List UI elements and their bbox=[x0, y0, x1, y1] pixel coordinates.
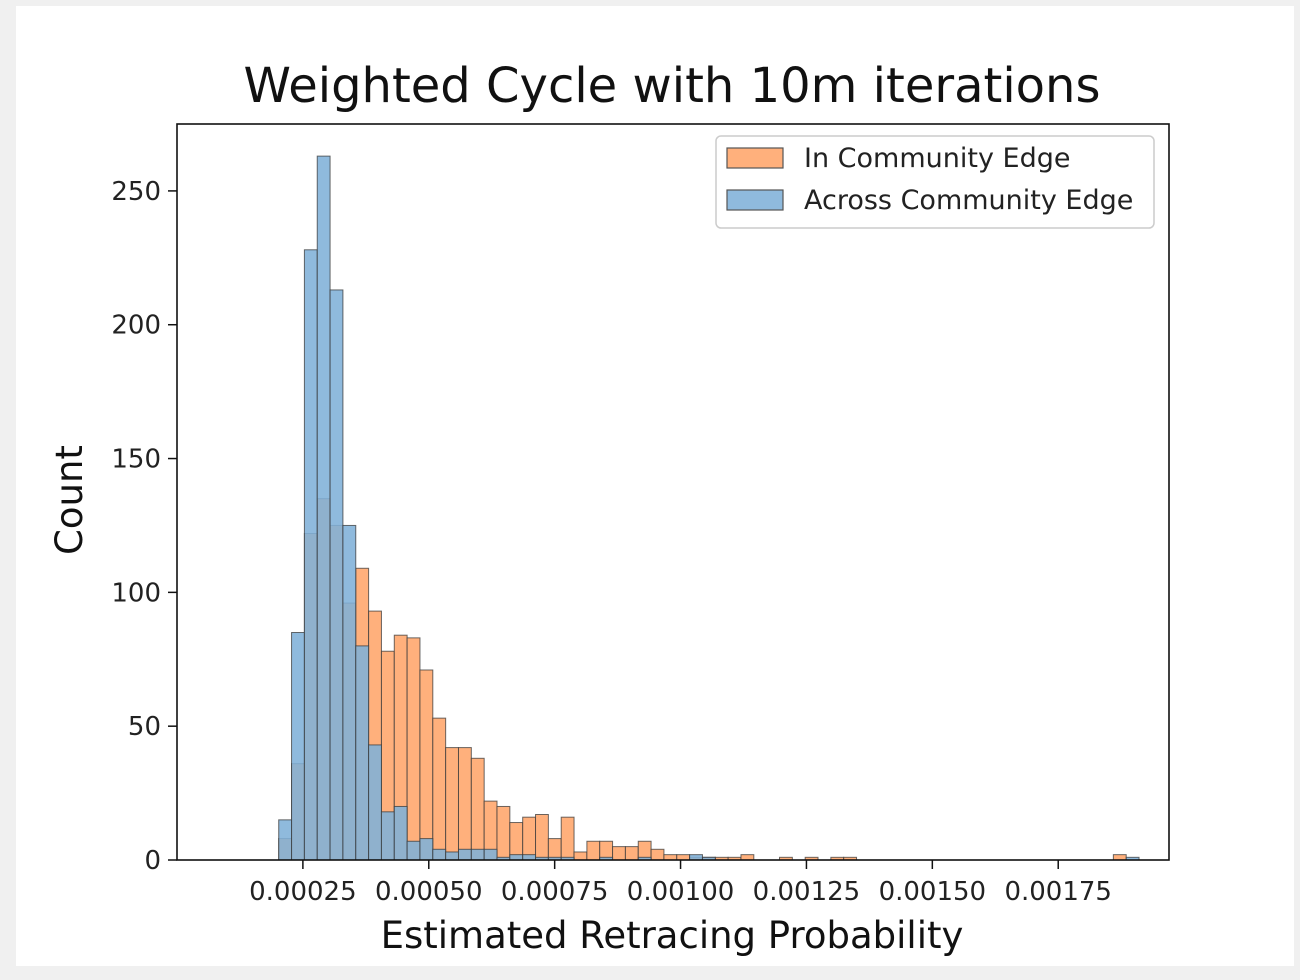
y-tick-label-2: 100 bbox=[111, 578, 161, 608]
bar-in-community-36 bbox=[740, 854, 755, 861]
bar-across-community-19 bbox=[522, 854, 537, 861]
bar-across-community-16 bbox=[483, 848, 498, 861]
bar-across-community-15 bbox=[470, 848, 485, 861]
bar-across-community-1 bbox=[291, 632, 305, 861]
bar-in-community-12 bbox=[432, 717, 447, 861]
bar-across-community-6 bbox=[355, 645, 370, 861]
x-tick-label-4: 0.00125 bbox=[753, 877, 861, 907]
bar-across-community-10 bbox=[406, 840, 421, 861]
y-tick-label-4: 200 bbox=[111, 311, 161, 341]
bar-in-community-24 bbox=[586, 840, 601, 861]
bar-in-community-31 bbox=[676, 854, 691, 861]
bar-in-community-26 bbox=[612, 846, 626, 861]
bar-in-community-21 bbox=[547, 838, 562, 861]
x-axis-label: Estimated Retracing Probability bbox=[381, 914, 964, 957]
bar-in-community-20 bbox=[535, 814, 549, 861]
x-tick-label-3: 0.00100 bbox=[627, 877, 735, 907]
bar-in-community-10 bbox=[406, 637, 421, 861]
bar-across-community-7 bbox=[368, 744, 382, 861]
chart-figure: Weighted Cycle with 10m iterations 0.000… bbox=[16, 6, 1294, 966]
y-tick-label-1: 50 bbox=[128, 712, 161, 742]
y-tick-label-3: 150 bbox=[111, 445, 161, 475]
bar-in-community-30 bbox=[663, 854, 678, 861]
x-tick-label-6: 0.00175 bbox=[1004, 877, 1112, 907]
chart-title: Weighted Cycle with 10m iterations bbox=[244, 58, 1101, 114]
bar-in-community-29 bbox=[650, 848, 665, 861]
bar-in-community-22 bbox=[560, 816, 575, 861]
y-tick-label-0: 0 bbox=[144, 846, 161, 876]
bar-across-community-25 bbox=[689, 854, 703, 861]
bar-in-community-11 bbox=[419, 669, 434, 861]
legend-box bbox=[715, 135, 1155, 229]
bar-in-community-19 bbox=[522, 816, 537, 861]
bar-in-community-14 bbox=[457, 747, 472, 861]
legend: In Community Edge Across Community Edge bbox=[715, 135, 1155, 229]
bar-in-community-17 bbox=[496, 805, 511, 861]
x-tick-label-1: 0.00050 bbox=[375, 877, 483, 907]
histogram-chart: Weighted Cycle with 10m iterations 0.000… bbox=[48, 58, 1170, 957]
x-axis: 0.00025 0.00050 0.00075 0.00100 0.00125 0.001… bbox=[249, 860, 1112, 907]
y-axis: 0 50 100 150 200 250 bbox=[111, 177, 177, 876]
bar-across-community-18 bbox=[509, 854, 524, 861]
bars-layer bbox=[278, 155, 1140, 861]
x-tick-label-5: 0.00150 bbox=[879, 877, 987, 907]
y-tick-label-5: 250 bbox=[111, 177, 161, 207]
bar-across-community-8 bbox=[380, 811, 395, 861]
legend-swatch-in-community bbox=[726, 147, 784, 169]
bar-in-community-23 bbox=[573, 851, 588, 861]
plot-frame bbox=[176, 123, 1170, 861]
legend-label-across-community: Across Community Edge bbox=[804, 185, 1133, 216]
bar-in-community-15 bbox=[470, 757, 485, 861]
bar-across-community-12 bbox=[432, 848, 447, 861]
bar-across-community-11 bbox=[419, 838, 434, 861]
y-axis-label: Count bbox=[48, 445, 91, 555]
bar-in-community-13 bbox=[445, 747, 459, 861]
bar-across-community-2 bbox=[303, 249, 318, 861]
x-tick-label-2: 0.00075 bbox=[501, 877, 609, 907]
bar-across-community-13 bbox=[445, 851, 459, 861]
legend-label-in-community: In Community Edge bbox=[804, 143, 1070, 174]
bar-across-community-9 bbox=[393, 805, 408, 861]
legend-swatch-across-community bbox=[726, 189, 784, 211]
bar-across-community-4 bbox=[329, 289, 344, 861]
bar-across-community-3 bbox=[316, 155, 331, 861]
bar-across-community-5 bbox=[342, 524, 357, 861]
bar-across-community-14 bbox=[457, 848, 472, 861]
bar-in-community-41 bbox=[1112, 854, 1127, 861]
bar-in-community-27 bbox=[624, 846, 639, 861]
bar-across-community-0 bbox=[278, 819, 293, 861]
x-tick-label-0: 0.00025 bbox=[249, 877, 357, 907]
